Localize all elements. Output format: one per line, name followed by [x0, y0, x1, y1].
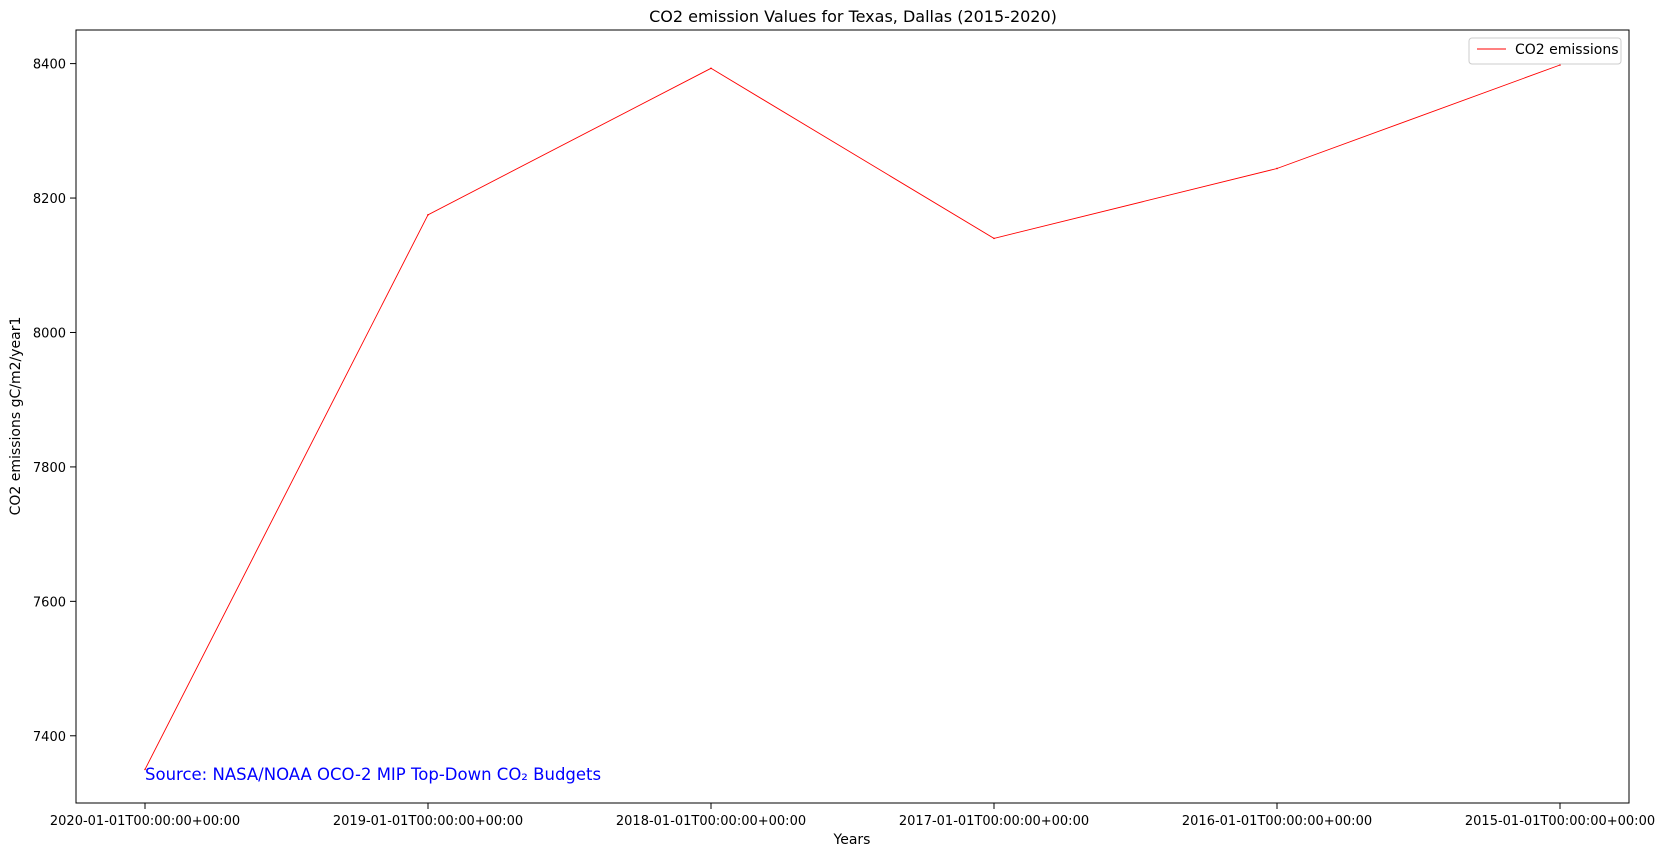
x-tick-label: 2019-01-01T00:00:00+00:00: [333, 814, 523, 829]
x-tick-label: 2017-01-01T00:00:00+00:00: [899, 814, 1089, 829]
data-point: [710, 67, 712, 70]
x-tick-label: 2020-01-01T00:00:00+00:00: [50, 814, 240, 829]
y-tick-label: 8200: [33, 192, 66, 207]
plot-frame: [75, 29, 1630, 804]
data-point: [144, 768, 146, 771]
legend-label: CO2 emissions: [1515, 42, 1619, 58]
legend: CO2 emissions: [1468, 37, 1622, 65]
y-axis-ticks: 7400 7600 7800 8000 8200 8400: [33, 58, 76, 745]
source-annotation: Source: NASA/NOAA OCO-2 MIP Top-Down CO₂…: [145, 765, 601, 784]
x-axis-label: Years: [833, 832, 871, 848]
y-tick-label: 7400: [33, 730, 66, 745]
data-point: [1276, 167, 1278, 170]
data-point: [993, 237, 995, 240]
x-tick-label: 2015-01-01T00:00:00+00:00: [1465, 814, 1655, 829]
x-axis-ticks: 2020-01-01T00:00:00+00:00 2019-01-01T00:0…: [50, 803, 1655, 829]
y-axis-label: CO2 emissions gC/m2/year1: [8, 317, 24, 516]
y-tick-label: 7600: [33, 595, 66, 610]
data-point: [1559, 64, 1561, 66]
series-line-co2-emissions: [144, 64, 1561, 770]
data-point: [427, 214, 429, 216]
legend-box: [1468, 37, 1622, 65]
x-tick-label: 2016-01-01T00:00:00+00:00: [1182, 814, 1372, 829]
chart-title: CO2 emission Values for Texas, Dallas (2…: [649, 7, 1057, 26]
y-tick-label: 8400: [33, 58, 66, 73]
y-tick-label: 7800: [33, 461, 66, 476]
y-tick-label: 8000: [33, 326, 66, 341]
x-tick-label: 2018-01-01T00:00:00+00:00: [616, 814, 806, 829]
plot-marks: [144, 64, 1561, 771]
